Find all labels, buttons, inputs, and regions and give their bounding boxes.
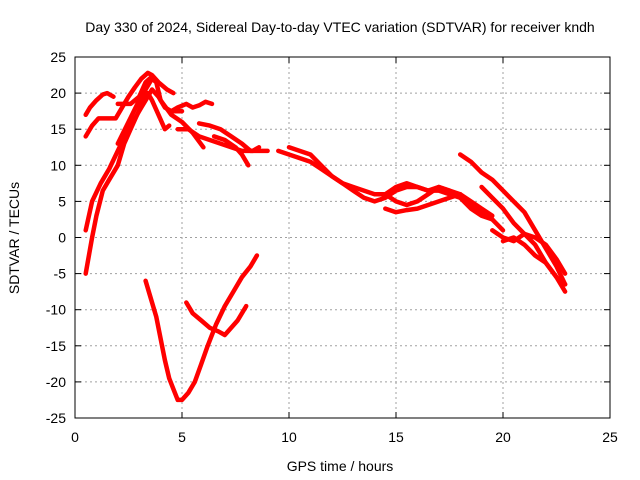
y-tick-label: -10 xyxy=(46,302,66,318)
chart-title: Day 330 of 2024, Sidereal Day-to-day VTE… xyxy=(85,19,594,35)
y-tick-label: 10 xyxy=(50,157,66,173)
y-tick-label: -5 xyxy=(54,266,67,282)
series-line-track-12 xyxy=(184,300,249,338)
y-tick-label: 25 xyxy=(50,49,66,65)
y-axis-label: SDTVAR / TECUs xyxy=(6,182,22,294)
series-line-track-20 xyxy=(500,235,568,287)
y-tick-label: -20 xyxy=(46,374,66,390)
x-tick-label: 25 xyxy=(602,429,618,445)
series-line-track-19 xyxy=(490,228,568,276)
y-tick-label: 15 xyxy=(50,121,66,137)
x-tick-label: 20 xyxy=(495,429,511,445)
x-tick-label: 10 xyxy=(281,429,297,445)
y-tick-label: 5 xyxy=(58,193,66,209)
y-tick-label: 20 xyxy=(50,85,66,101)
series-line-track-10 xyxy=(211,134,251,168)
series-line-track-7 xyxy=(169,99,215,114)
y-tick-label: 0 xyxy=(58,230,66,246)
x-tick-label: 0 xyxy=(71,429,79,445)
y-tick-label: -25 xyxy=(46,410,66,426)
x-tick-label: 5 xyxy=(178,429,186,445)
series-line-track-9 xyxy=(196,121,270,154)
x-axis-label: GPS time / hours xyxy=(287,458,394,474)
y-tick-label: -15 xyxy=(46,338,66,354)
x-tick-label: 15 xyxy=(388,429,404,445)
series-line-track-3 xyxy=(83,90,116,118)
series-line-track-15 xyxy=(383,191,463,215)
axis-ticks: 0 5 10 15 20 25 25 20 15 10 5 0 -5 -10 -15 -20 -25 xyxy=(46,49,618,445)
series-line-track-5 xyxy=(115,76,206,150)
series-line-track-16 xyxy=(383,181,495,219)
series-line-track-18 xyxy=(479,184,568,294)
series-line-track-6 xyxy=(115,74,155,107)
series-layer xyxy=(83,70,568,403)
series-line-track-11 xyxy=(143,253,260,403)
series-line-track-17 xyxy=(457,152,568,287)
